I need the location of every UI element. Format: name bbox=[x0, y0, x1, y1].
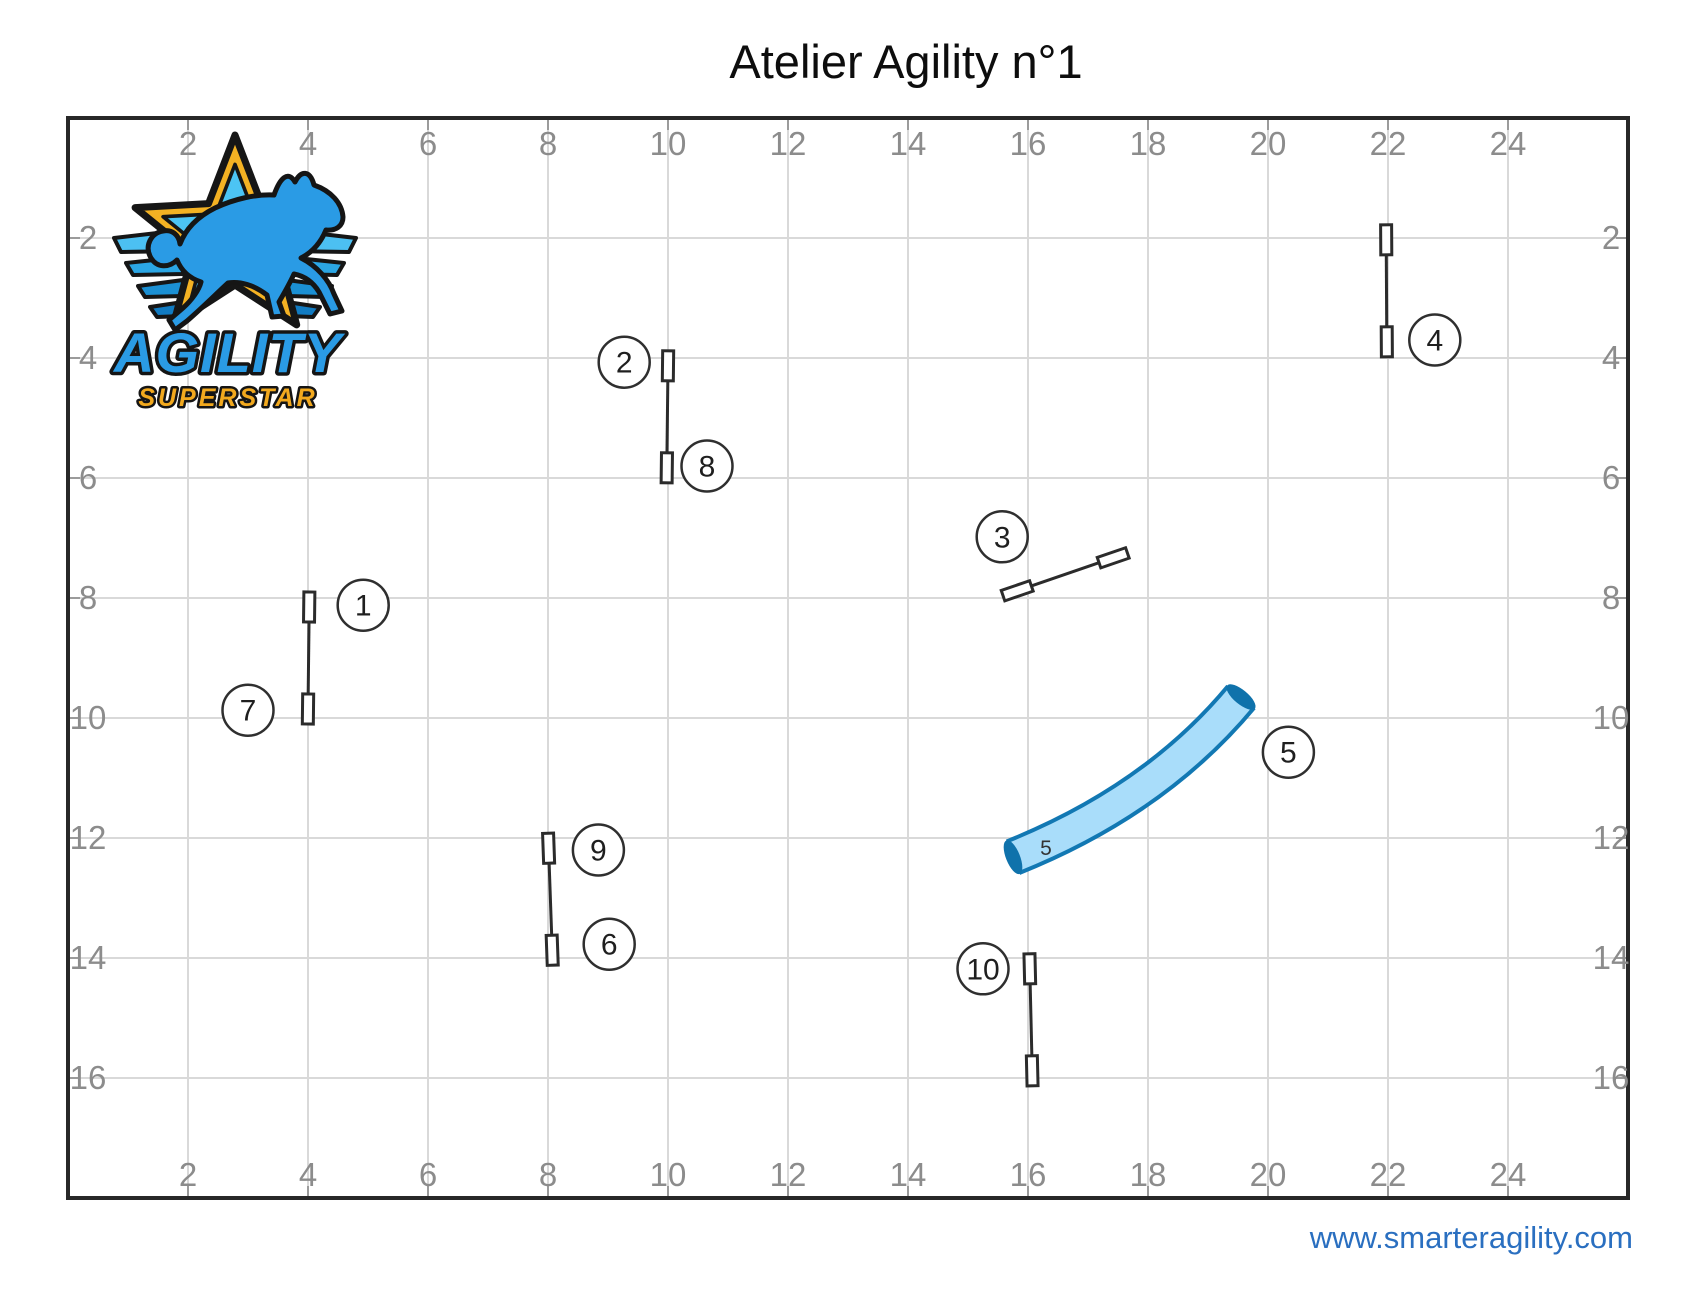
axis-tick-label: 8 bbox=[539, 125, 557, 162]
axis-tick-label: 10 bbox=[1593, 699, 1630, 736]
axis-tick-label: 2 bbox=[1602, 219, 1620, 256]
logo-word-top: AGILITY bbox=[112, 321, 346, 384]
logo-agility-superstar: AGILITY SUPERSTAR bbox=[112, 135, 356, 412]
jump-9-6 bbox=[543, 833, 559, 965]
course-sheet: Atelier Agility n°1 22446688101012121414… bbox=[0, 0, 1695, 1296]
jump-4 bbox=[1381, 225, 1393, 357]
course-field-svg: 2244668810101212141416161818202022222424… bbox=[0, 0, 1695, 1296]
svg-text:6: 6 bbox=[601, 929, 618, 962]
axis-tick-label: 20 bbox=[1250, 125, 1287, 162]
axis-tick-label: 22 bbox=[1370, 125, 1407, 162]
obstacle-number-1: 1 bbox=[338, 580, 389, 631]
axis-tick-label: 10 bbox=[650, 1156, 687, 1193]
svg-text:7: 7 bbox=[240, 695, 257, 728]
axis-tick-label: 12 bbox=[770, 1156, 807, 1193]
axis-tick-label: 14 bbox=[890, 125, 927, 162]
svg-text:5: 5 bbox=[1280, 737, 1297, 770]
axis-tick-label: 4 bbox=[1602, 339, 1620, 376]
axis-tick-label: 2 bbox=[179, 1156, 197, 1193]
axis-tick-label: 12 bbox=[1593, 819, 1630, 856]
axis-tick-label: 4 bbox=[299, 1156, 317, 1193]
obstacle-number-10: 10 bbox=[958, 943, 1009, 994]
axis-tick-label: 24 bbox=[1490, 1156, 1527, 1193]
obstacle-number-3: 3 bbox=[977, 511, 1028, 562]
axis-tick-label: 2 bbox=[179, 125, 197, 162]
axis-tick-label: 6 bbox=[1602, 459, 1620, 496]
svg-text:3: 3 bbox=[994, 521, 1011, 554]
svg-text:1: 1 bbox=[355, 590, 372, 623]
svg-text:2: 2 bbox=[616, 347, 633, 380]
axis-tick-label: 6 bbox=[79, 459, 97, 496]
obstacle-number-9: 9 bbox=[573, 825, 624, 876]
axis-tick-label: 18 bbox=[1130, 125, 1167, 162]
axis-tick-label: 10 bbox=[650, 125, 687, 162]
axis-tick-label: 4 bbox=[299, 125, 317, 162]
obstacle-number-7: 7 bbox=[223, 685, 274, 736]
obstacle-number-4: 4 bbox=[1409, 315, 1460, 366]
axis-tick-label: 20 bbox=[1250, 1156, 1287, 1193]
obstacle-number-5: 5 bbox=[1263, 727, 1314, 778]
website-link[interactable]: www.smarteragility.com bbox=[1310, 1220, 1633, 1256]
axis-tick-label: 24 bbox=[1490, 125, 1527, 162]
axis-tick-label: 6 bbox=[419, 125, 437, 162]
axis-tick-label: 22 bbox=[1370, 1156, 1407, 1193]
svg-text:9: 9 bbox=[590, 835, 607, 868]
svg-text:8: 8 bbox=[699, 451, 716, 484]
tunnel-number-label: 5 bbox=[1040, 837, 1052, 860]
jump-10 bbox=[1024, 954, 1038, 1086]
axis-tick-label: 16 bbox=[1593, 1059, 1630, 1096]
logo-word-bottom: SUPERSTAR bbox=[138, 384, 317, 412]
grid: 2244668810101212141416161818202022222424… bbox=[68, 118, 1629, 1198]
axis-tick-label: 18 bbox=[1130, 1156, 1167, 1193]
axis-tick-label: 8 bbox=[539, 1156, 557, 1193]
axis-tick-label: 14 bbox=[1593, 939, 1630, 976]
axis-tick-label: 8 bbox=[1602, 579, 1620, 616]
jump-2-8 bbox=[661, 351, 674, 483]
page-title: Atelier Agility n°1 bbox=[729, 34, 1082, 89]
obstacle-number-8: 8 bbox=[682, 441, 733, 492]
svg-text:4: 4 bbox=[1426, 325, 1443, 358]
svg-text:10: 10 bbox=[966, 953, 999, 986]
axis-tick-label: 12 bbox=[770, 125, 807, 162]
axis-tick-label: 14 bbox=[890, 1156, 927, 1193]
obstacles: 5 1 2 3 4 5 6 7 8 9 10 bbox=[223, 225, 1461, 1086]
axis-tick-label: 8 bbox=[79, 579, 97, 616]
axis-tick-label: 14 bbox=[70, 939, 107, 976]
axis-tick-label: 6 bbox=[419, 1156, 437, 1193]
axis-tick-label: 16 bbox=[1010, 125, 1047, 162]
tunnel-5: 5 bbox=[1000, 680, 1260, 876]
axis-tick-label: 16 bbox=[1010, 1156, 1047, 1193]
axis-tick-label: 2 bbox=[79, 219, 97, 256]
obstacle-number-2: 2 bbox=[599, 337, 650, 388]
axis-tick-label: 4 bbox=[79, 339, 97, 376]
axis-tick-label: 12 bbox=[70, 819, 107, 856]
obstacle-number-6: 6 bbox=[584, 919, 635, 970]
axis-tick-label: 10 bbox=[70, 699, 107, 736]
axis-tick-label: 16 bbox=[70, 1059, 107, 1096]
jump-1-7 bbox=[302, 592, 315, 724]
